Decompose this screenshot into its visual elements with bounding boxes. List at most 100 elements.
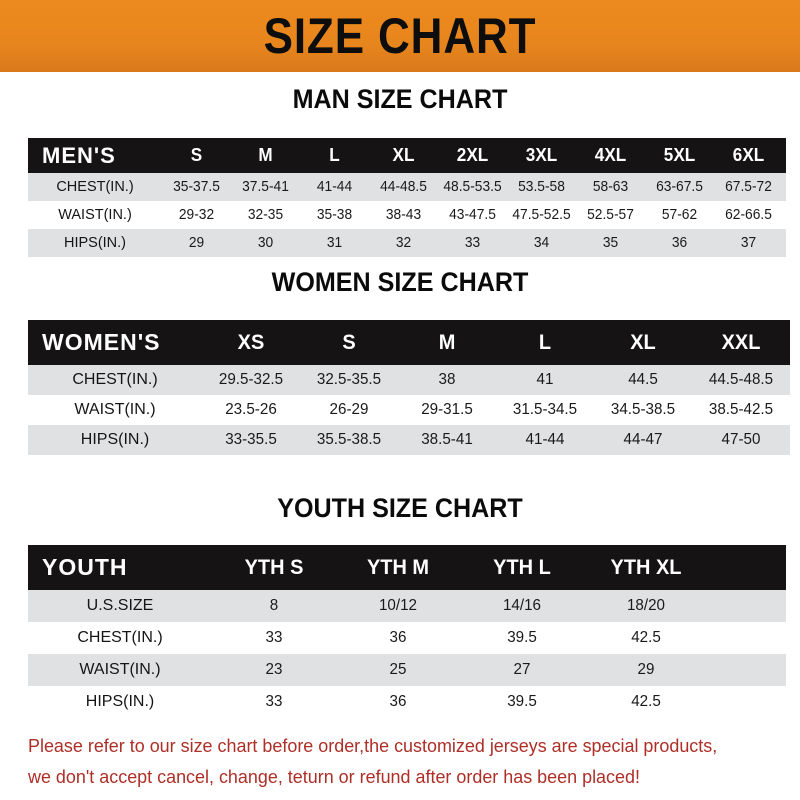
youth-cell-filler — [710, 654, 784, 686]
women-cell: 38.5-42.5 — [708, 401, 774, 418]
women-cell: 29.5-32.5 — [218, 371, 284, 388]
youth-cell: 42.5 — [631, 693, 661, 710]
men-cell: 57-62 — [661, 207, 698, 223]
women-column-header: L — [538, 330, 552, 354]
order-disclaimer: Please refer to our size chart before or… — [28, 730, 754, 792]
women-size-chart: WOMEN'S XS S M L XL XXL CHEST(IN.) 29.5-32.5 32.… — [28, 320, 790, 455]
youth-size-table: YOUTH YTH S YTH M YTH L YTH XL U.S.SIZE 8 10/1… — [28, 545, 786, 718]
section-title-youth: YOUTH SIZE CHART — [277, 493, 523, 523]
women-cell: 41-44 — [525, 431, 565, 448]
youth-column-header: YTH L — [493, 555, 551, 579]
youth-table-body: U.S.SIZE 8 10/12 14/16 18/20 CHEST(IN.) 33 36 39… — [28, 590, 786, 718]
men-cell: 34 — [533, 235, 550, 251]
women-cell: 23.5-26 — [225, 401, 277, 418]
table-row: CHEST(IN.) 35-37.5 37.5-41 41-44 44-48.5 48.5… — [28, 173, 786, 201]
men-cell-filler — [783, 173, 786, 201]
youth-cell: 27 — [513, 661, 531, 678]
table-row: CHEST(IN.) 33 36 39.5 42.5 — [28, 622, 786, 654]
youth-row-label: WAIST(IN.) — [79, 661, 161, 678]
youth-cell-filler — [710, 686, 784, 718]
women-table-head: WOMEN'S XS S M L XL XXL — [28, 320, 790, 365]
women-cell: 26-29 — [329, 401, 369, 418]
table-row: HIPS(IN.) 29 30 31 32 33 34 35 36 37 — [28, 229, 786, 257]
men-column-header: M — [258, 145, 273, 165]
youth-cell: 23 — [265, 661, 283, 678]
women-cell: 44.5 — [628, 371, 658, 388]
youth-cell: 36 — [389, 693, 407, 710]
women-table-body: CHEST(IN.) 29.5-32.5 32.5-35.5 38 41 44.5 44.5… — [28, 365, 790, 455]
men-row-label-header: MEN'S — [42, 142, 116, 168]
men-cell: 35-38 — [316, 207, 353, 223]
youth-table-head: YOUTH YTH S YTH M YTH L YTH XL — [28, 545, 786, 590]
men-cell: 32 — [395, 235, 412, 251]
women-row-label-header: WOMEN'S — [42, 329, 161, 355]
table-row: CHEST(IN.) 29.5-32.5 32.5-35.5 38 41 44.5 44.5… — [28, 365, 790, 395]
men-cell: 32-35 — [247, 207, 284, 223]
table-row: WAIST(IN.) 29-32 32-35 35-38 38-43 43-47.5 47.… — [28, 201, 786, 229]
youth-cell: 10/12 — [378, 597, 418, 614]
men-cell: 48.5-53.5 — [443, 179, 502, 195]
youth-cell: 25 — [389, 661, 407, 678]
women-header-row: WOMEN'S XS S M L XL XXL — [28, 320, 790, 365]
youth-column-header: YTH S — [244, 555, 304, 579]
disclaimer-line-1: Please refer to our size chart before or… — [28, 735, 718, 756]
women-column-header: XL — [630, 330, 656, 354]
men-column-header: 2XL — [456, 145, 489, 165]
men-size-chart: MEN'S S M L XL 2XL 3XL 4XL 5XL 6XL CHEST(IN.) 35-3… — [28, 138, 786, 257]
women-cell: 34.5-38.5 — [610, 401, 676, 418]
women-row-label: CHEST(IN.) — [72, 371, 158, 388]
men-cell: 37.5-41 — [242, 179, 289, 195]
men-cell: 62-66.5 — [725, 207, 772, 223]
men-cell: 37 — [740, 235, 757, 251]
women-size-table: WOMEN'S XS S M L XL XXL CHEST(IN.) 29.5-32.5 32.… — [28, 320, 790, 455]
men-cell: 38-43 — [385, 207, 422, 223]
men-cell: 47.5-52.5 — [512, 207, 571, 223]
women-cell: 44-47 — [623, 431, 663, 448]
men-cell: 35 — [602, 235, 619, 251]
men-column-header: 6XL — [732, 145, 765, 165]
page-banner: SIZE CHART — [0, 0, 800, 72]
men-cell: 35-37.5 — [173, 179, 220, 195]
men-table-body: CHEST(IN.) 35-37.5 37.5-41 41-44 44-48.5 48.5… — [28, 173, 786, 257]
women-cell: 32.5-35.5 — [316, 371, 382, 388]
youth-row-label: U.S.SIZE — [86, 597, 154, 614]
men-column-header: 5XL — [663, 145, 696, 165]
youth-cell-filler — [710, 590, 784, 622]
men-cell-filler — [783, 229, 786, 257]
men-cell: 29-32 — [178, 207, 215, 223]
men-cell: 44-48.5 — [380, 179, 427, 195]
women-column-header: M — [438, 330, 456, 354]
youth-cell: 33 — [265, 629, 283, 646]
women-cell: 31.5-34.5 — [512, 401, 578, 418]
youth-column-header: YTH M — [366, 555, 430, 579]
youth-cell: 8 — [269, 597, 279, 614]
men-header-row: MEN'S S M L XL 2XL 3XL 4XL 5XL 6XL — [28, 138, 786, 173]
women-row-label: HIPS(IN.) — [80, 431, 150, 448]
men-column-header: 4XL — [594, 145, 627, 165]
women-cell: 38.5-41 — [421, 431, 473, 448]
men-row-label: HIPS(IN.) — [63, 235, 127, 251]
women-cell: 38 — [438, 371, 456, 388]
men-cell: 36 — [671, 235, 688, 251]
table-row: U.S.SIZE 8 10/12 14/16 18/20 — [28, 590, 786, 622]
men-row-label: WAIST(IN.) — [58, 207, 132, 223]
youth-cell: 36 — [389, 629, 407, 646]
youth-cell-filler — [710, 622, 784, 654]
youth-cell: 33 — [265, 693, 283, 710]
women-column-header: XS — [237, 330, 265, 354]
women-column-header: S — [342, 330, 356, 354]
youth-cell: 39.5 — [507, 629, 537, 646]
women-row-label: WAIST(IN.) — [74, 401, 156, 418]
women-cell: 41 — [536, 371, 554, 388]
men-cell: 33 — [464, 235, 481, 251]
table-row: WAIST(IN.) 23.5-26 26-29 29-31.5 31.5-34.5 34… — [28, 395, 790, 425]
youth-cell: 18/20 — [626, 597, 666, 614]
youth-row-label: HIPS(IN.) — [85, 693, 155, 710]
men-cell: 43-47.5 — [449, 207, 496, 223]
men-cell: 53.5-58 — [518, 179, 565, 195]
men-cell: 58-63 — [592, 179, 629, 195]
men-size-table: MEN'S S M L XL 2XL 3XL 4XL 5XL 6XL CHEST(IN.) 35-3… — [28, 138, 786, 257]
men-cell: 63-67.5 — [656, 179, 703, 195]
men-cell: 29 — [188, 235, 205, 251]
youth-column-header: YTH XL — [610, 555, 682, 579]
